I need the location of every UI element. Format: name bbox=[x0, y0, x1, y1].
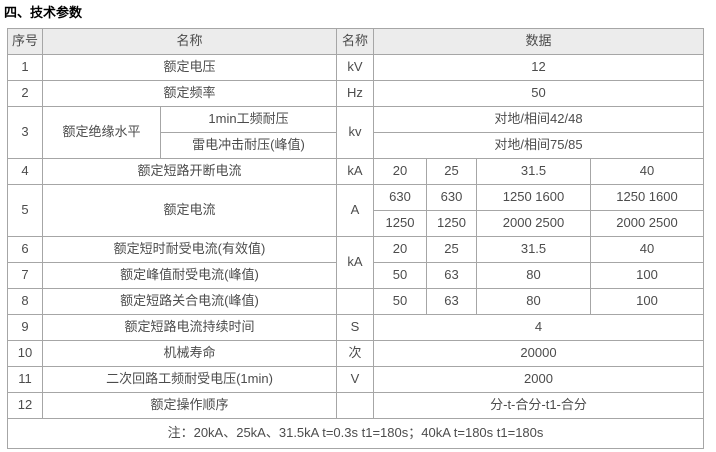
cell-value: 80 bbox=[476, 288, 591, 315]
table-row: 6 额定短时耐受电流(有效值) kA 20 25 31.5 40 bbox=[7, 236, 704, 289]
cell-value: 630 bbox=[373, 184, 427, 211]
table-header-row: 序号 名称 名称 数据 bbox=[7, 28, 704, 55]
cell-seq: 12 bbox=[7, 392, 43, 419]
cell-value: 分-t-合分-t1-合分 bbox=[373, 392, 704, 419]
cell-value: 630 bbox=[426, 184, 477, 211]
cell-unit: V bbox=[336, 366, 374, 393]
cell-seq: 11 bbox=[7, 366, 43, 393]
table-row: 5 额定电流 A 630 630 1250 1600 1250 1600 bbox=[7, 184, 704, 237]
cell-value: 50 bbox=[373, 262, 427, 289]
cell-value: 50 bbox=[373, 288, 427, 315]
cell-name: 额定短时耐受电流(有效值) bbox=[42, 236, 337, 263]
table-row: 12 额定操作顺序 分-t-合分-t1-合分 bbox=[7, 392, 704, 419]
cell-value: 31.5 bbox=[476, 236, 591, 263]
table-row: 9 额定短路电流持续时间 S 4 bbox=[7, 314, 704, 341]
table-row: 1250 1250 2000 2500 2000 2500 bbox=[8, 210, 704, 237]
cell-seq: 9 bbox=[7, 314, 43, 341]
cell-unit: kA bbox=[336, 236, 374, 289]
cell-value: 2000 bbox=[373, 366, 704, 393]
cell-value: 80 bbox=[476, 262, 591, 289]
cell-seq: 6 bbox=[7, 236, 43, 263]
cell-value: 2000 2500 bbox=[590, 210, 704, 237]
cell-unit: A bbox=[336, 184, 374, 237]
tech-params-table: 序号 名称 名称 数据 1 额定电压 kV 12 2 额定频率 Hz 50 3 … bbox=[7, 28, 704, 449]
table-row: 2 额定频率 Hz 50 bbox=[7, 80, 704, 107]
cell-unit bbox=[336, 392, 374, 419]
cell-value: 12 bbox=[373, 54, 704, 81]
cell-value: 20 bbox=[373, 236, 427, 263]
cell-name: 额定短路关合电流(峰值) bbox=[42, 288, 337, 315]
cell-subname: 1min工频耐压 bbox=[160, 106, 337, 133]
cell-unit: kV bbox=[336, 54, 374, 81]
col-header-unit: 名称 bbox=[336, 28, 374, 55]
cell-value: 100 bbox=[590, 288, 704, 315]
cell-seq: 2 bbox=[7, 80, 43, 107]
cell-value: 1250 1600 bbox=[590, 184, 704, 211]
cell-value: 1250 bbox=[373, 210, 427, 237]
col-header-data: 数据 bbox=[373, 28, 704, 55]
table-row: 雷电冲击耐压(峰值) 对地/相间75/85 bbox=[8, 132, 704, 159]
cell-subname: 雷电冲击耐压(峰值) bbox=[160, 132, 337, 159]
cell-seq: 1 bbox=[7, 54, 43, 81]
cell-value: 31.5 bbox=[476, 158, 591, 185]
cell-unit: kA bbox=[336, 158, 374, 185]
cell-value: 20 bbox=[373, 158, 427, 185]
cell-seq: 7 bbox=[7, 262, 43, 289]
cell-name: 二次回路工频耐受电压(1min) bbox=[42, 366, 337, 393]
table-row: 7 额定峰值耐受电流(峰值) 50 63 80 100 bbox=[7, 262, 704, 289]
cell-value: 1250 bbox=[426, 210, 477, 237]
table-row: 11 二次回路工频耐受电压(1min) V 2000 bbox=[7, 366, 704, 393]
table-row: 4 额定短路开断电流 kA 20 25 31.5 40 bbox=[7, 158, 704, 185]
cell-value: 1250 1600 bbox=[476, 184, 591, 211]
cell-value: 2000 2500 bbox=[476, 210, 591, 237]
cell-seq: 8 bbox=[7, 288, 43, 315]
cell-name: 额定峰值耐受电流(峰值) bbox=[42, 262, 337, 289]
cell-name: 额定操作顺序 bbox=[42, 392, 337, 419]
cell-unit: 次 bbox=[336, 340, 374, 367]
cell-name: 额定电压 bbox=[42, 54, 337, 81]
cell-value: 25 bbox=[426, 158, 477, 185]
cell-unit: Hz bbox=[336, 80, 374, 107]
table-row: 10 机械寿命 次 20000 bbox=[7, 340, 704, 367]
cell-value: 40 bbox=[590, 158, 704, 185]
note-text: 注：20kA、25kA、31.5kA t=0.3s t1=180s；40kA t… bbox=[7, 418, 704, 449]
cell-value: 对地/相间42/48 bbox=[373, 106, 704, 133]
table-row: 1 额定电压 kV 12 bbox=[7, 54, 704, 81]
cell-seq: 4 bbox=[7, 158, 43, 185]
cell-name: 额定绝缘水平 bbox=[42, 106, 161, 159]
cell-value: 25 bbox=[426, 236, 477, 263]
col-header-name: 名称 bbox=[42, 28, 337, 55]
cell-seq: 10 bbox=[7, 340, 43, 367]
cell-value: 63 bbox=[426, 288, 477, 315]
cell-value: 20000 bbox=[373, 340, 704, 367]
cell-value: 40 bbox=[590, 236, 704, 263]
cell-seq: 5 bbox=[7, 184, 43, 237]
table-note-row: 注：20kA、25kA、31.5kA t=0.3s t1=180s；40kA t… bbox=[7, 418, 704, 449]
cell-value: 100 bbox=[590, 262, 704, 289]
cell-name: 机械寿命 bbox=[42, 340, 337, 367]
cell-name: 额定频率 bbox=[42, 80, 337, 107]
cell-value: 对地/相间75/85 bbox=[373, 132, 704, 159]
cell-name: 额定短路开断电流 bbox=[42, 158, 337, 185]
cell-unit: kv bbox=[336, 106, 374, 159]
cell-name: 额定短路电流持续时间 bbox=[42, 314, 337, 341]
page-title: 四、技术参数 bbox=[4, 5, 83, 20]
table-row: 8 额定短路关合电流(峰值) 50 63 80 100 bbox=[7, 288, 704, 315]
cell-seq: 3 bbox=[7, 106, 43, 159]
table-row: 3 额定绝缘水平 1min工频耐压 kv 对地/相间42/48 bbox=[7, 106, 704, 159]
cell-unit bbox=[336, 288, 374, 315]
cell-value: 50 bbox=[373, 80, 704, 107]
col-header-seq: 序号 bbox=[7, 28, 43, 55]
cell-value: 4 bbox=[373, 314, 704, 341]
cell-name: 额定电流 bbox=[42, 184, 337, 237]
cell-unit: S bbox=[336, 314, 374, 341]
cell-value: 63 bbox=[426, 262, 477, 289]
